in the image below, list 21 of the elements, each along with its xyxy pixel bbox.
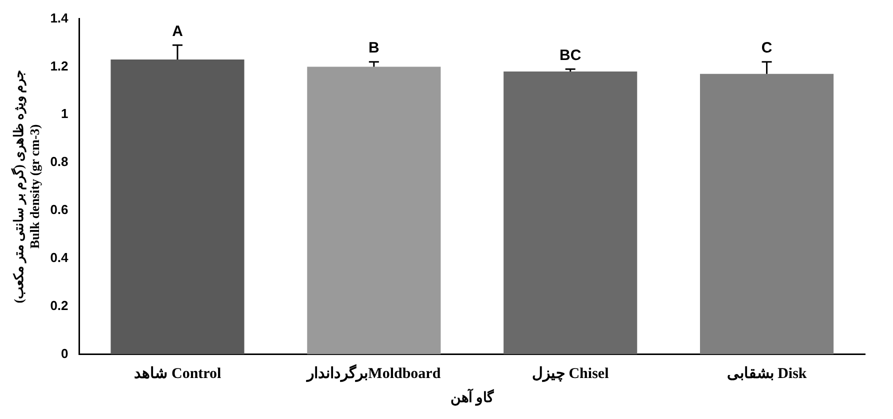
bar xyxy=(110,60,244,354)
bar xyxy=(307,66,441,354)
y-tick-label: 0.6 xyxy=(50,202,68,218)
x-tick-label: شاهد Control xyxy=(134,366,222,382)
y-tick-label: 0 xyxy=(61,346,68,361)
y-tick-label: 1 xyxy=(61,106,68,122)
y-tick-label: 1.2 xyxy=(50,58,68,74)
y-tick-label: 0.4 xyxy=(50,250,70,265)
x-tick-label: برگرداندارMoldboard xyxy=(306,364,442,382)
annotation: A xyxy=(172,22,184,40)
x-tick-label: چیزل Chisel xyxy=(532,366,609,382)
annotation: B xyxy=(368,40,380,57)
x-tick-label: بشقابی Disk xyxy=(726,366,808,382)
x-axis-title: گاو آهن xyxy=(450,388,494,406)
bar xyxy=(700,74,834,354)
y-tick-label: 0.8 xyxy=(50,154,68,170)
annotation: C xyxy=(761,40,772,57)
y-tick-label: 1.4 xyxy=(50,10,70,26)
bar xyxy=(504,72,638,354)
y-tick-label: 0.2 xyxy=(50,298,68,313)
annotation: BC xyxy=(560,46,582,64)
